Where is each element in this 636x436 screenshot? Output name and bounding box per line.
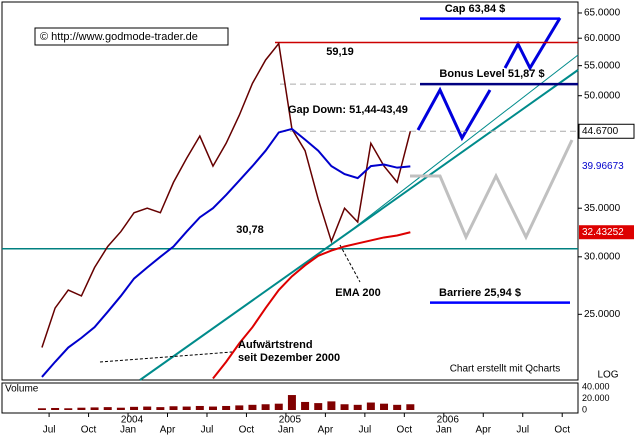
volume-bar: [287, 395, 296, 410]
volume-bar: [116, 407, 125, 410]
volume-bar: [327, 401, 336, 410]
last-value-box: [579, 159, 634, 174]
volume-bar: [90, 407, 99, 410]
volume-bar: [77, 407, 86, 410]
volume-bar: [169, 406, 178, 410]
x-tick-label: Jan: [120, 425, 136, 436]
x-tick-label: Oct: [397, 425, 413, 436]
year-label: 2004: [121, 415, 144, 426]
x-tick-label: Apr: [318, 425, 334, 436]
x-tick-label: Jan: [278, 425, 294, 436]
x-tick-label: Apr: [160, 425, 176, 436]
annotation: seit Dezember 2000: [238, 352, 340, 364]
watermark-box: [34, 27, 229, 46]
y-tick-label: 55.0000: [584, 60, 621, 71]
volume-bar: [64, 408, 73, 410]
series-line: [212, 231, 411, 380]
x-tick-label: Oct: [239, 425, 255, 436]
annotation-pointer: [99, 351, 233, 363]
last-value-label: 44.6700: [582, 126, 619, 137]
volume-bar: [208, 406, 217, 410]
scenario-path: [416, 86, 492, 142]
volume-tick-label: 0: [582, 404, 587, 414]
x-tick-label: Jan: [436, 425, 452, 436]
volume-bar: [235, 405, 244, 410]
volume-label: Volume: [5, 384, 39, 395]
y-tick-label: 30.0000: [584, 251, 621, 262]
y-tick-label: 50.0000: [584, 90, 621, 101]
series-name: EMA 200: [335, 287, 380, 299]
volume-bar: [314, 403, 323, 410]
annotation: Aufwärtstrend: [238, 339, 313, 351]
volume-bar: [406, 404, 415, 410]
last-value-label: 39.96673: [582, 161, 624, 172]
x-tick-label: Jul: [43, 425, 56, 436]
y-tick-label: 60.0000: [584, 33, 621, 44]
volume-bar: [380, 403, 389, 410]
volume-bar: [222, 405, 231, 410]
year-label: 2005: [279, 415, 302, 426]
x-tick-label: Jul: [358, 425, 371, 436]
series-line: [41, 41, 412, 348]
volume-bar: [274, 403, 283, 410]
last-value-label: 32.43252: [582, 227, 624, 238]
volume-tick-label: 40.000: [582, 381, 610, 391]
volume-tick-label: 20.000: [582, 393, 610, 403]
scenario-path: [410, 139, 574, 241]
price-panel: [1, 1, 579, 381]
volume-bar: [143, 406, 152, 410]
annotation: Gap Down: 51,44-43,49: [288, 104, 408, 116]
annotation-pointer: [339, 244, 361, 283]
last-value-box: [578, 123, 635, 139]
year-label: 2006: [437, 415, 460, 426]
volume-bar: [261, 404, 270, 410]
y-tick-label: 35.0000: [584, 203, 621, 214]
x-tick-label: Oct: [81, 425, 97, 436]
level-label: Cap 63,84 $: [445, 3, 506, 15]
volume-bar: [103, 407, 112, 410]
y-tick-label: 65.0000: [584, 8, 621, 19]
level-label: Barriere 25,94 $: [439, 287, 521, 299]
last-value-box: [579, 225, 634, 240]
y-tick-label: 25.0000: [584, 309, 621, 320]
x-tick-label: Oct: [554, 425, 570, 436]
level-label: 30,78: [236, 224, 264, 236]
watermark: © http://www.godmode-trader.de: [40, 31, 198, 43]
volume-bar: [353, 404, 362, 410]
series-line: [41, 127, 411, 378]
volume-bar: [248, 404, 257, 410]
annotation: Chart erstellt mit Qcharts: [450, 364, 561, 375]
volume-bar: [51, 407, 60, 410]
scale-label: LOG: [597, 370, 618, 381]
volume-bar: [340, 404, 349, 410]
x-tick-label: Jul: [201, 425, 214, 436]
volume-bar: [195, 405, 204, 410]
trendline: [139, 69, 579, 381]
volume-bar: [130, 406, 139, 410]
volume-bar: [366, 402, 375, 410]
volume-bar: [156, 407, 165, 410]
x-tick-label: Jul: [516, 425, 529, 436]
volume-bar: [301, 401, 310, 410]
level-label: 59,19: [326, 46, 354, 58]
volume-bar: [182, 406, 191, 410]
volume-bar: [37, 408, 46, 410]
level-label: Bonus Level 51,87 $: [439, 68, 544, 80]
x-tick-label: Apr: [475, 425, 491, 436]
volume-bar: [393, 404, 402, 410]
